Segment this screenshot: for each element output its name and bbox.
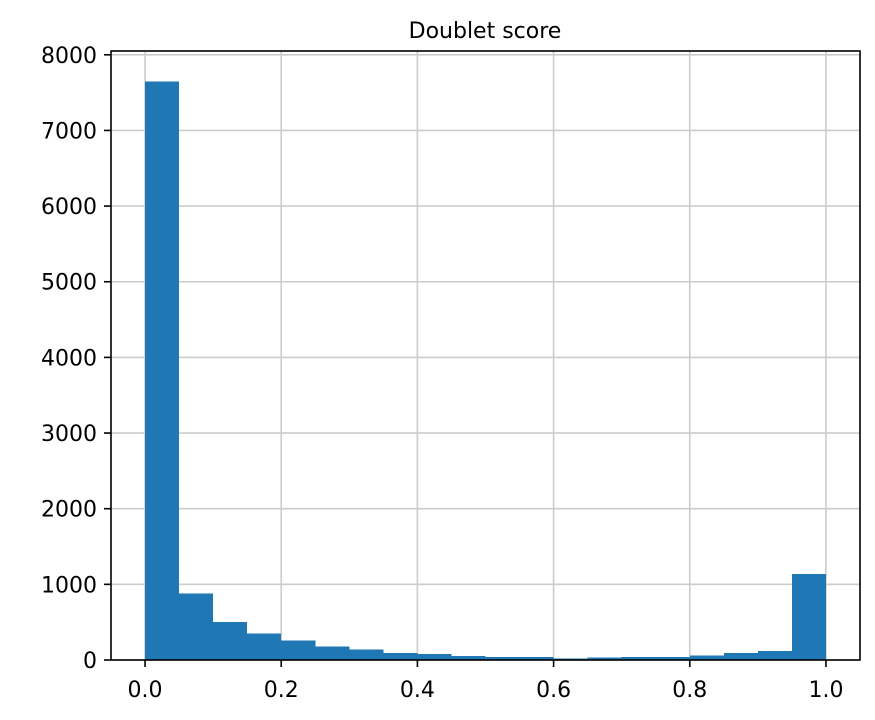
x-tick-label: 1.0: [808, 678, 843, 703]
histogram-bar: [213, 622, 248, 660]
y-tick-label: 6000: [41, 195, 97, 220]
x-tick-label: 0.0: [128, 678, 163, 703]
y-tick-label: 7000: [41, 119, 97, 144]
bars-layer: [145, 81, 826, 661]
axes-layer: 0.0 0.2 0.4 0.6 0.8 1.0 0 1000 2000 3000 4000 5000 6…: [41, 44, 861, 703]
histogram-bar: [689, 655, 724, 660]
histogram-bar: [145, 81, 180, 661]
histogram-bar: [451, 656, 486, 660]
histogram-bar: [281, 640, 316, 660]
histogram-bar: [417, 653, 452, 660]
histogram-bar: [383, 653, 418, 660]
y-tick-label: 1000: [41, 573, 97, 598]
chart-title: Doublet score: [409, 19, 562, 44]
y-tick-label: 0: [83, 649, 97, 674]
x-tick-label: 0.2: [264, 678, 299, 703]
histogram-bar: [349, 649, 384, 660]
histogram-bar: [655, 656, 690, 660]
histogram-bar: [723, 653, 758, 660]
y-tick-label: 5000: [41, 271, 97, 296]
x-tick-label: 0.4: [400, 678, 435, 703]
histogram-bar: [587, 657, 622, 660]
histogram-bar: [247, 633, 282, 660]
histogram-bar: [621, 656, 656, 660]
x-tick-label: 0.6: [536, 678, 571, 703]
grid-layer: [111, 51, 860, 661]
histogram-bar: [179, 593, 214, 660]
axes-frame: [110, 50, 861, 661]
x-tick-label: 0.8: [672, 678, 707, 703]
histogram-bar: [791, 573, 826, 660]
histogram-bar: [757, 650, 792, 660]
y-tick-label: 3000: [41, 422, 97, 447]
y-tick-label: 8000: [41, 44, 97, 69]
histogram-bar: [485, 656, 520, 660]
histogram-bar: [519, 656, 554, 660]
y-tick-label: 2000: [41, 498, 97, 523]
histogram-bar: [315, 646, 350, 660]
y-tick-label: 4000: [41, 346, 97, 371]
